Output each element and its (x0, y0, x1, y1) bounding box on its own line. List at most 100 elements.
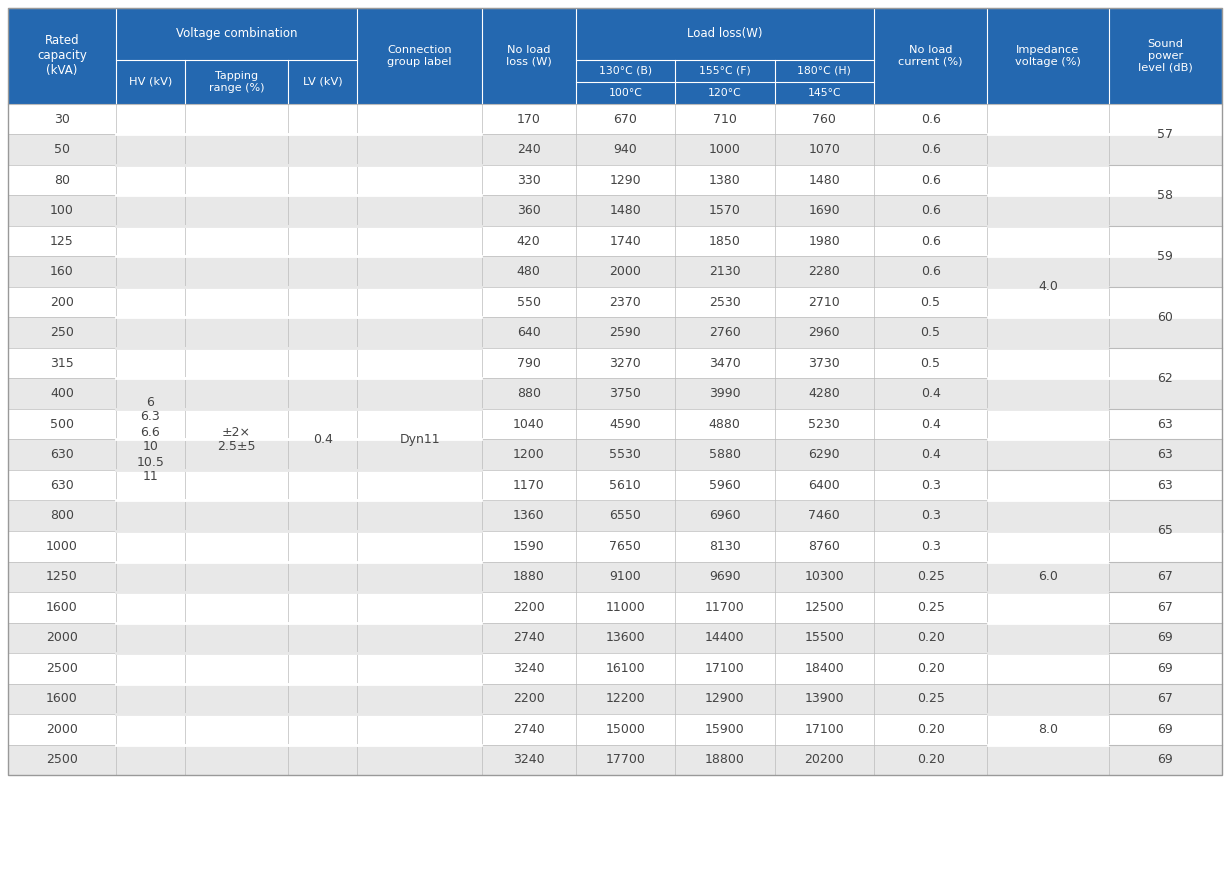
Bar (116, 409, 184, 440)
Bar (1108, 165, 1221, 195)
Bar (358, 134, 482, 165)
Text: Connection
group label: Connection group label (387, 45, 451, 67)
Text: 160: 160 (50, 266, 74, 278)
Bar (358, 226, 482, 257)
Text: 2000: 2000 (609, 266, 641, 278)
Text: 1480: 1480 (610, 204, 641, 218)
Text: 940: 940 (614, 143, 637, 156)
Bar (1108, 134, 1221, 165)
Bar (9, 195, 1221, 226)
Bar (988, 226, 1108, 257)
Text: 18400: 18400 (804, 662, 844, 675)
Bar (288, 257, 358, 287)
Text: 14400: 14400 (705, 631, 744, 645)
Text: 1850: 1850 (708, 234, 740, 248)
Text: 69: 69 (1157, 723, 1173, 736)
Text: 2710: 2710 (808, 296, 840, 309)
Bar (9, 287, 1221, 318)
Text: 8760: 8760 (808, 540, 840, 552)
Text: 6.0: 6.0 (1038, 570, 1058, 583)
Bar (184, 714, 288, 744)
Text: 630: 630 (50, 448, 74, 461)
Bar (9, 744, 1221, 775)
Bar (184, 378, 288, 409)
Bar (1108, 531, 1221, 561)
Text: 5230: 5230 (808, 417, 840, 431)
Text: 9100: 9100 (610, 570, 641, 583)
Text: 130°C (B): 130°C (B) (599, 66, 652, 76)
Bar (1108, 195, 1221, 226)
Bar (184, 104, 288, 134)
Text: No load
loss (W): No load loss (W) (506, 45, 551, 67)
Text: 1200: 1200 (513, 448, 545, 461)
Text: 2000: 2000 (46, 723, 77, 736)
Bar (1108, 714, 1221, 744)
Bar (1108, 592, 1221, 622)
Text: 60: 60 (1157, 311, 1173, 324)
Bar (988, 165, 1108, 195)
Bar (358, 714, 482, 744)
Bar (116, 622, 184, 653)
Bar (288, 470, 358, 501)
Bar (116, 714, 184, 744)
Bar (358, 104, 482, 134)
Text: 1980: 1980 (808, 234, 840, 248)
Text: 57: 57 (1157, 128, 1173, 141)
Text: 330: 330 (517, 174, 540, 186)
Bar (1108, 257, 1221, 287)
Text: 2500: 2500 (46, 662, 77, 675)
Bar (1108, 684, 1221, 714)
Bar (184, 470, 288, 501)
Bar (184, 531, 288, 561)
Bar (288, 592, 358, 622)
Bar (358, 287, 482, 318)
Text: 0.6: 0.6 (920, 113, 941, 126)
Text: 1690: 1690 (808, 204, 840, 218)
Bar (288, 318, 358, 348)
Text: 2500: 2500 (46, 753, 77, 766)
Text: 0.25: 0.25 (916, 693, 945, 705)
Text: 155°C (F): 155°C (F) (699, 66, 750, 76)
Text: 2200: 2200 (513, 693, 545, 705)
Bar (1108, 501, 1221, 531)
Text: 2370: 2370 (610, 296, 641, 309)
Bar (1108, 348, 1221, 378)
Text: 12900: 12900 (705, 693, 744, 705)
Text: 145°C: 145°C (807, 88, 841, 98)
Bar (988, 531, 1108, 561)
Text: 0.5: 0.5 (920, 296, 941, 309)
Text: 1250: 1250 (46, 570, 77, 583)
Text: 500: 500 (50, 417, 74, 431)
Bar (358, 440, 482, 470)
Bar (288, 348, 358, 378)
Bar (1108, 287, 1221, 318)
Bar (288, 684, 358, 714)
Bar (184, 287, 288, 318)
Bar (1108, 470, 1221, 501)
Bar (358, 561, 482, 592)
Text: 240: 240 (517, 143, 540, 156)
Text: 550: 550 (517, 296, 541, 309)
Text: 1380: 1380 (708, 174, 740, 186)
Text: 65: 65 (1157, 525, 1173, 537)
Bar (9, 653, 1221, 684)
Text: 3990: 3990 (708, 387, 740, 400)
Text: 12200: 12200 (605, 693, 646, 705)
Bar (184, 440, 288, 470)
Bar (288, 653, 358, 684)
Text: 7650: 7650 (609, 540, 641, 552)
Text: 59: 59 (1157, 250, 1173, 263)
Text: 1740: 1740 (610, 234, 641, 248)
Bar (184, 257, 288, 287)
Text: 420: 420 (517, 234, 540, 248)
Bar (184, 165, 288, 195)
Text: 80: 80 (54, 174, 70, 186)
Text: 5960: 5960 (708, 479, 740, 492)
Text: 400: 400 (50, 387, 74, 400)
Bar (116, 501, 184, 531)
Text: 0.3: 0.3 (920, 479, 941, 492)
Bar (1108, 440, 1221, 470)
Text: 0.4: 0.4 (920, 417, 941, 431)
Bar (988, 287, 1108, 318)
Bar (116, 592, 184, 622)
